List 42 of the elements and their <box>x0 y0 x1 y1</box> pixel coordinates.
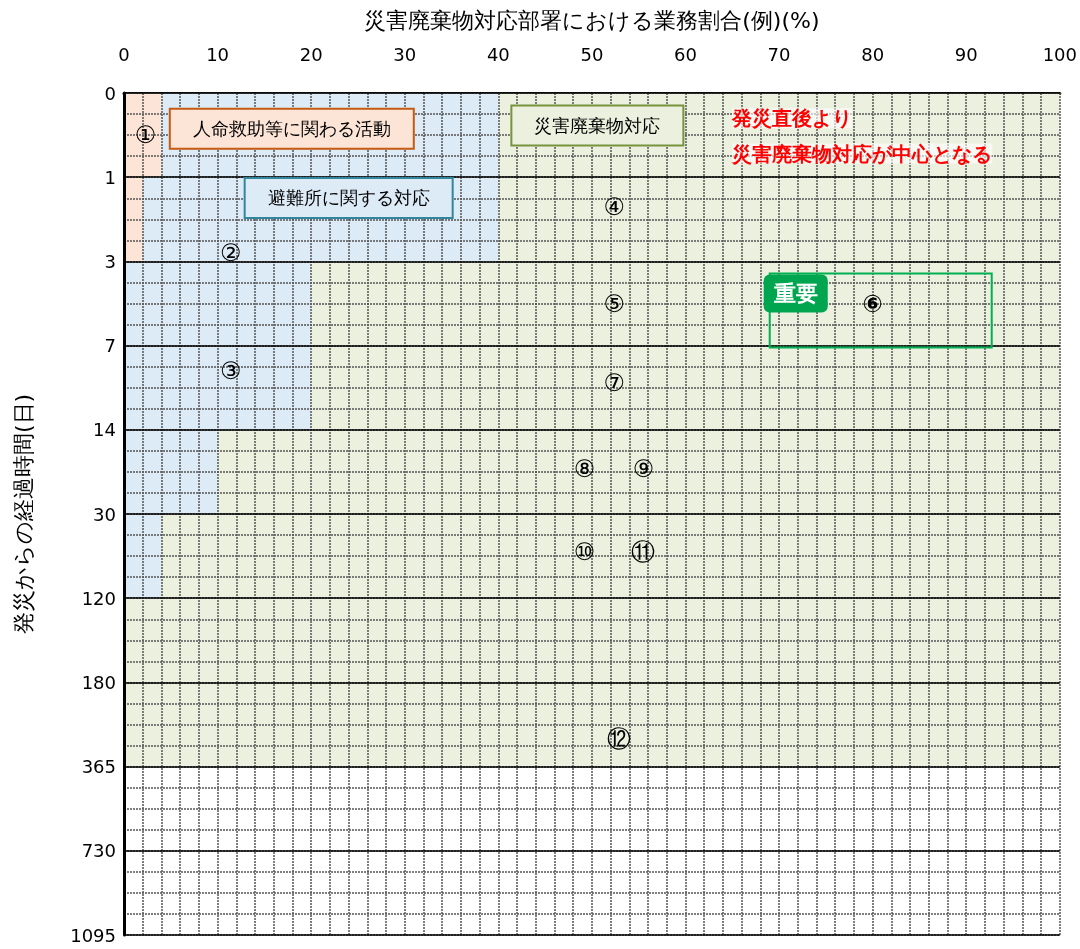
y-tick-label: 30 <box>93 503 116 525</box>
y-tick-label: 0 <box>104 82 116 104</box>
y-axis-title: 発災からの経過時間(日) <box>10 393 36 635</box>
x-tick-label: 90 <box>954 43 978 65</box>
annotation: ① <box>134 121 157 150</box>
annotation: 重要 <box>772 281 818 306</box>
x-axis-title: 災害廃棄物対応部署における業務割合(例)(%) <box>364 7 820 33</box>
annotation: ⑤ <box>603 289 626 318</box>
y-tick-label: 365 <box>81 756 116 778</box>
annotation: ⑧ <box>573 455 596 484</box>
annotation: ⑥ <box>862 289 883 318</box>
y-tick-label: 14 <box>93 419 116 441</box>
y-tick-label: 120 <box>81 587 116 609</box>
y-tick-label: 7 <box>104 335 116 357</box>
annotation: ⑩ <box>573 537 596 566</box>
x-tick-label: 70 <box>767 43 791 65</box>
annotation: ⑦ <box>603 369 626 398</box>
y-tick-label: 1095 <box>70 924 116 946</box>
annotation: ⑪ <box>631 537 656 566</box>
series-label: 人命救助等に関わる活動 <box>192 118 391 140</box>
x-tick-label: 100 <box>1042 43 1077 65</box>
y-tick-label: 730 <box>81 840 116 862</box>
annotation: ③ <box>219 356 242 385</box>
y-tick-label: 3 <box>104 250 116 272</box>
x-tick-label: 50 <box>580 43 604 65</box>
x-tick-label: 0 <box>118 43 130 65</box>
x-tick-label: 10 <box>206 43 230 65</box>
y-tick-label: 180 <box>81 671 116 693</box>
annotation: 災害廃棄物対応が中心となる <box>731 141 993 166</box>
x-tick-label: 80 <box>861 43 885 65</box>
series-label: 災害廃棄物対応 <box>534 114 661 136</box>
annotation: ④ <box>603 192 626 221</box>
series-label: 避難所に関する対応 <box>267 187 430 209</box>
annotation: ⑨ <box>632 455 655 484</box>
annotation: ② <box>219 238 242 267</box>
y-tick-label: 1 <box>104 166 116 188</box>
x-tick-label: 40 <box>486 43 510 65</box>
x-tick-label: 20 <box>299 43 323 65</box>
x-tick-label: 60 <box>674 43 697 65</box>
annotation: ⑫ <box>607 724 632 753</box>
x-tick-label: 30 <box>393 43 417 65</box>
annotation: 発災直後より <box>731 106 853 131</box>
